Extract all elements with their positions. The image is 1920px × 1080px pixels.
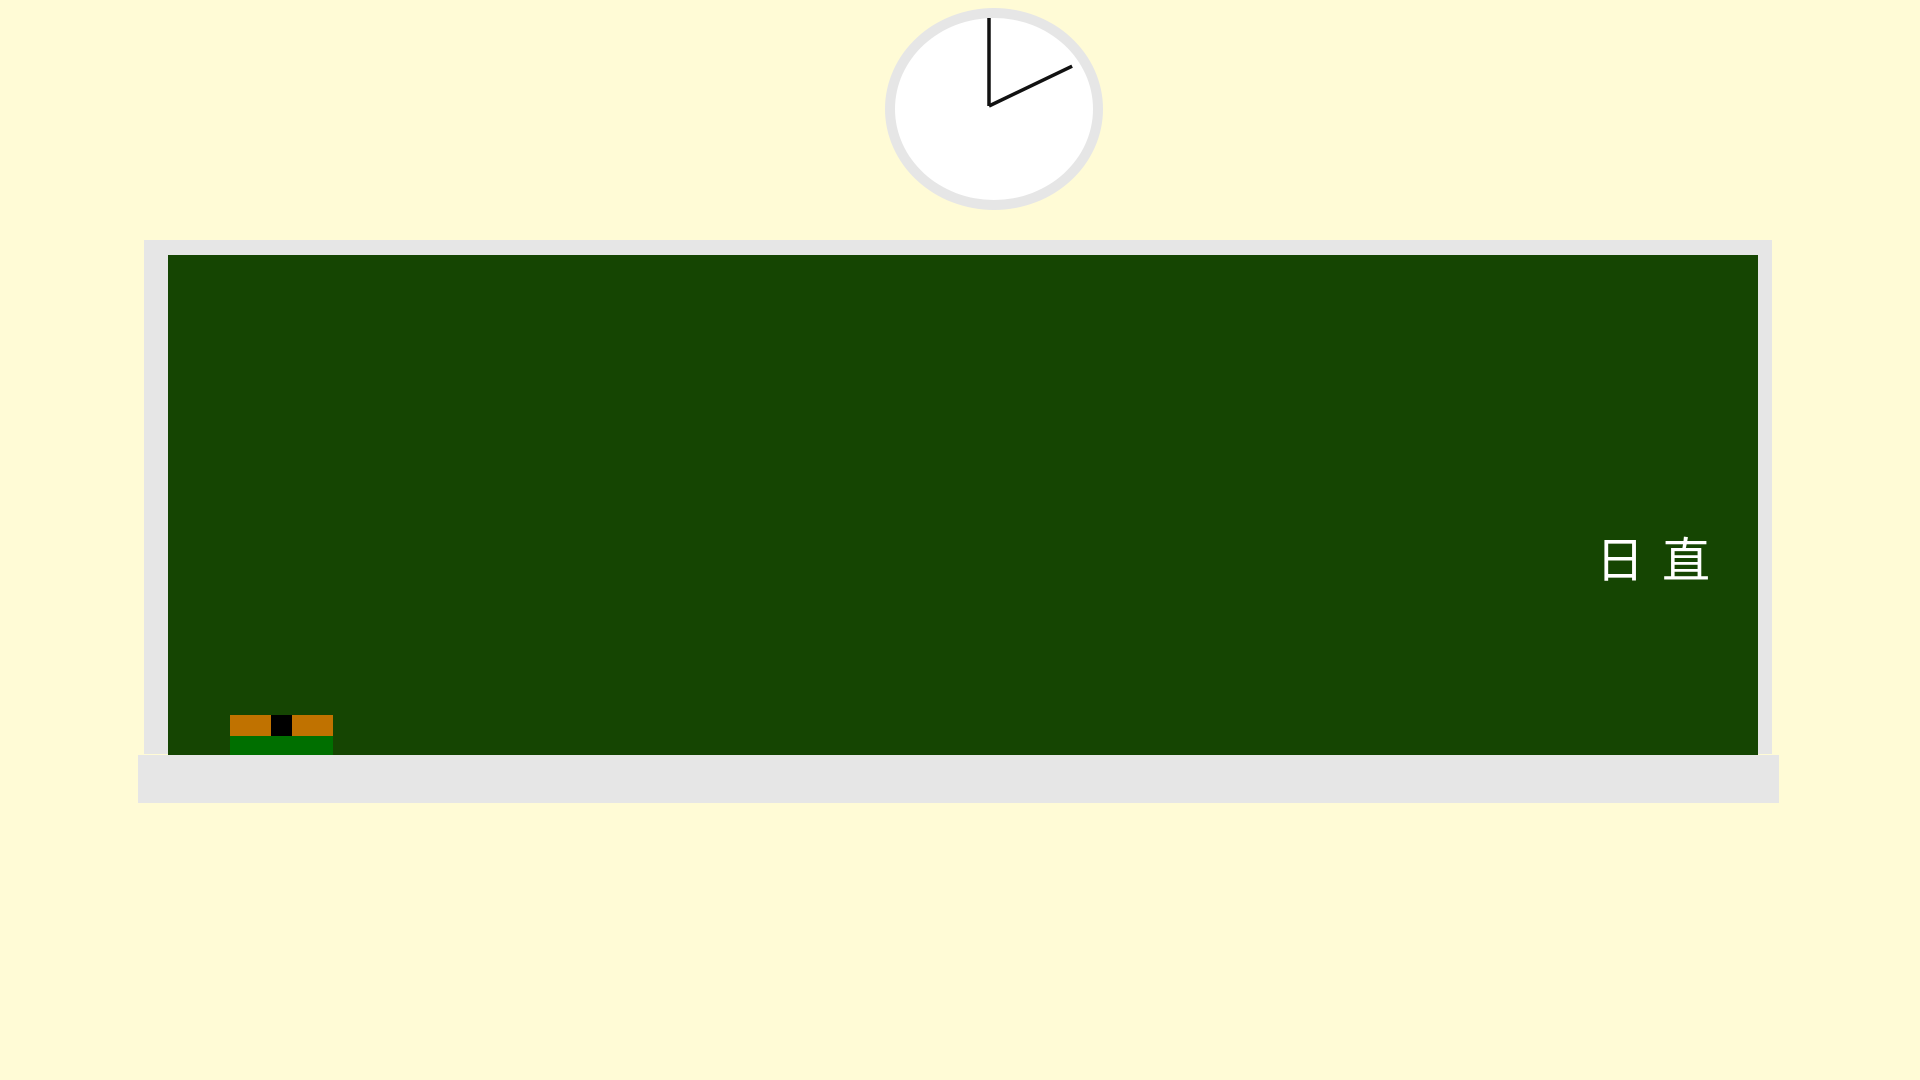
- eraser-felt: [230, 736, 333, 755]
- wall-clock: [885, 8, 1103, 210]
- blackboard[interactable]: 日直: [168, 255, 1758, 755]
- clock-hands: [987, 18, 1073, 108]
- chalk-tray: [138, 755, 1779, 803]
- hour-hand: [988, 64, 1073, 108]
- eraser-handle: [271, 715, 292, 736]
- eraser[interactable]: [230, 715, 333, 755]
- duty-label: 日直: [1595, 533, 1728, 589]
